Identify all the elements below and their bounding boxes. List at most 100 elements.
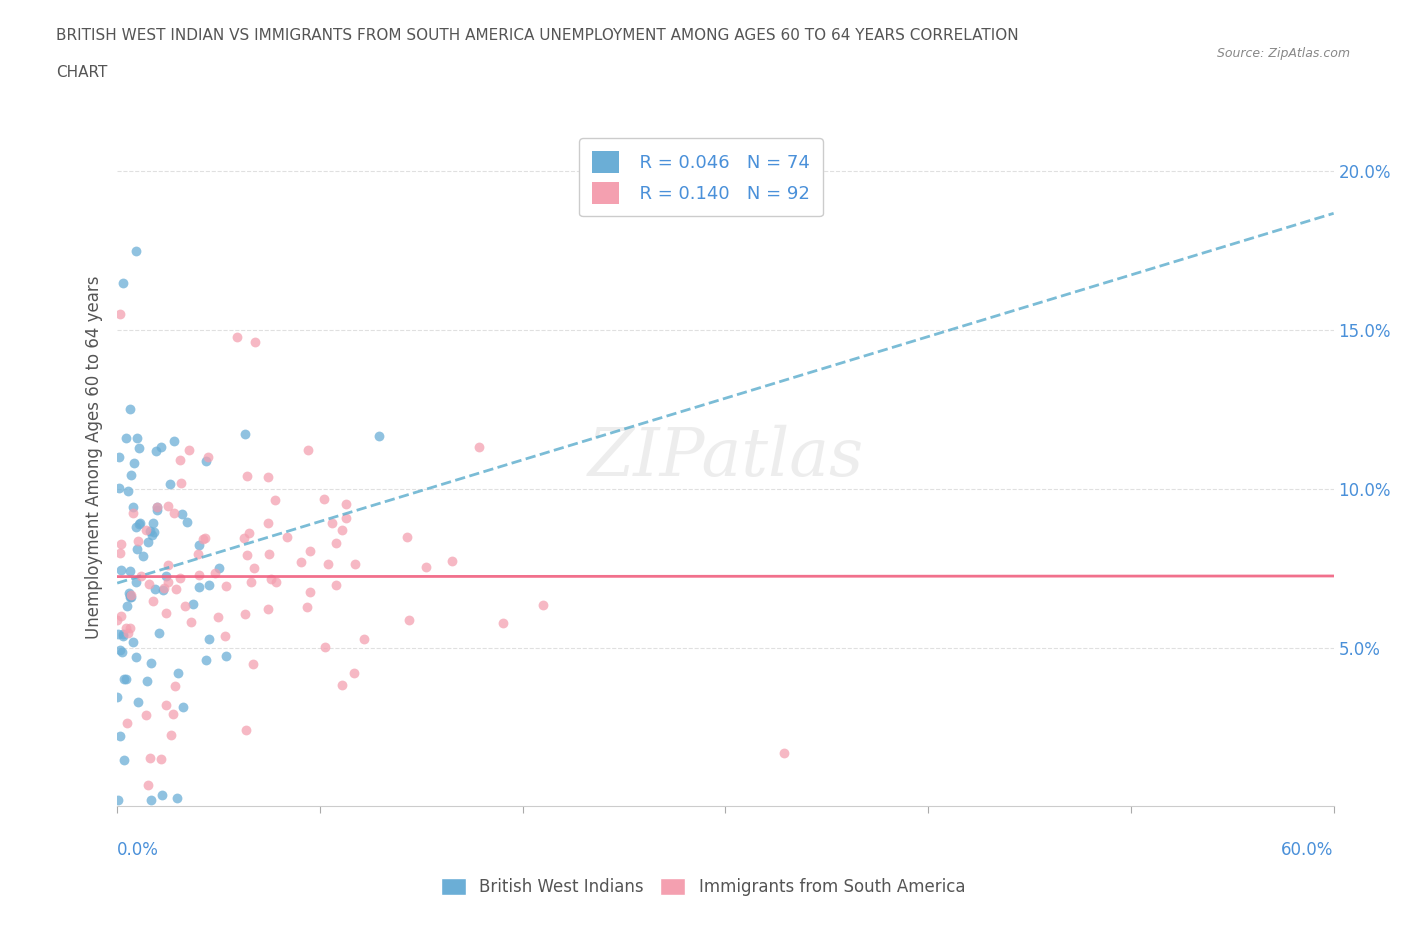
- Point: [112, 275, 135, 290]
- Point: [162, 706, 184, 721]
- Point: [157, 575, 180, 590]
- Point: [297, 443, 319, 458]
- Point: [180, 615, 202, 630]
- Point: [110, 537, 132, 551]
- Point: [257, 515, 280, 530]
- Point: [169, 452, 191, 467]
- Point: [122, 456, 145, 471]
- Point: [114, 753, 136, 768]
- Point: [531, 598, 554, 613]
- Point: [208, 561, 231, 576]
- Point: [264, 493, 287, 508]
- Point: [198, 578, 221, 592]
- Point: [314, 640, 336, 655]
- Point: [467, 440, 489, 455]
- Point: [146, 499, 169, 514]
- Point: [108, 480, 131, 495]
- Point: [142, 525, 165, 539]
- Point: [127, 534, 149, 549]
- Text: ZIPatlas: ZIPatlas: [588, 425, 863, 490]
- Point: [112, 671, 135, 686]
- Text: BRITISH WEST INDIAN VS IMMIGRANTS FROM SOUTH AMERICA UNEMPLOYMENT AMONG AGES 60 : BRITISH WEST INDIAN VS IMMIGRANTS FROM S…: [56, 28, 1019, 43]
- Point: [243, 335, 266, 350]
- Point: [163, 434, 186, 449]
- Point: [321, 515, 343, 530]
- Point: [172, 699, 194, 714]
- Point: [191, 531, 214, 546]
- Point: [170, 476, 193, 491]
- Point: [167, 665, 190, 680]
- Point: [194, 531, 217, 546]
- Point: [226, 329, 249, 344]
- Point: [111, 627, 134, 642]
- Point: [145, 443, 167, 458]
- Point: [174, 598, 197, 613]
- Point: [108, 307, 131, 322]
- Point: [163, 679, 186, 694]
- Point: [120, 590, 142, 604]
- Point: [156, 498, 179, 513]
- Point: [146, 502, 169, 517]
- Point: [276, 530, 298, 545]
- Point: [155, 698, 177, 712]
- Point: [343, 665, 366, 680]
- Point: [141, 656, 163, 671]
- Point: [773, 745, 796, 760]
- Point: [155, 605, 177, 620]
- Point: [132, 549, 155, 564]
- Point: [238, 525, 260, 540]
- Point: [335, 511, 357, 525]
- Point: [124, 575, 146, 590]
- Point: [108, 449, 131, 464]
- Point: [257, 547, 280, 562]
- Y-axis label: Unemployment Among Ages 60 to 64 years: Unemployment Among Ages 60 to 64 years: [86, 275, 103, 639]
- Point: [121, 499, 143, 514]
- Point: [344, 557, 367, 572]
- Point: [121, 505, 143, 520]
- Point: [194, 653, 217, 668]
- Point: [181, 597, 204, 612]
- Point: [325, 535, 347, 550]
- Point: [115, 599, 138, 614]
- Point: [141, 792, 163, 807]
- Legend:   R = 0.046   N = 74,   R = 0.140   N = 92: R = 0.046 N = 74, R = 0.140 N = 92: [579, 138, 823, 217]
- Point: [143, 581, 166, 596]
- Point: [142, 594, 165, 609]
- Point: [298, 544, 321, 559]
- Point: [120, 588, 142, 603]
- Point: [335, 497, 357, 512]
- Point: [146, 499, 169, 514]
- Point: [118, 620, 141, 635]
- Point: [235, 547, 257, 562]
- Point: [110, 609, 132, 624]
- Point: [298, 585, 321, 600]
- Point: [150, 751, 173, 766]
- Point: [136, 535, 159, 550]
- Point: [176, 514, 198, 529]
- Point: [415, 560, 437, 575]
- Point: [188, 567, 211, 582]
- Point: [233, 607, 256, 622]
- Point: [236, 469, 259, 484]
- Point: [290, 554, 312, 569]
- Point: [128, 516, 150, 531]
- Point: [197, 631, 219, 646]
- Point: [242, 656, 264, 671]
- Point: [197, 450, 219, 465]
- Point: [120, 588, 142, 603]
- Point: [148, 626, 170, 641]
- Point: [207, 609, 229, 624]
- Point: [195, 454, 218, 469]
- Point: [139, 524, 162, 538]
- Point: [240, 574, 263, 589]
- Point: [266, 574, 288, 589]
- Point: [110, 563, 132, 578]
- Text: CHART: CHART: [56, 65, 108, 80]
- Point: [138, 577, 160, 591]
- Point: [125, 244, 148, 259]
- Point: [107, 792, 129, 807]
- Point: [125, 541, 148, 556]
- Point: [115, 716, 138, 731]
- Point: [155, 568, 177, 583]
- Point: [232, 530, 254, 545]
